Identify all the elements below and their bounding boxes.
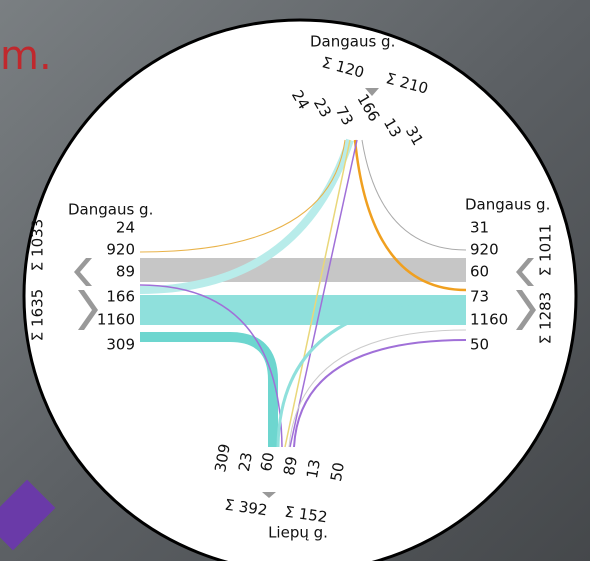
chevrons: [74, 88, 536, 498]
flow-count: 89: [280, 455, 301, 477]
background-title: m.: [0, 33, 52, 79]
sum-label: Σ 1033: [29, 219, 47, 271]
street-name: Dangaus g.: [68, 201, 153, 219]
flow-count: 24: [116, 219, 135, 237]
flow-north-south-2: [289, 139, 358, 448]
flow-count: 50: [327, 461, 348, 483]
flow-count: 309: [211, 442, 234, 473]
flow-count: 920: [106, 241, 135, 259]
flow-north-south: [284, 139, 351, 448]
street-name: Dangaus g.: [465, 196, 550, 214]
flow-count: 60: [257, 451, 278, 473]
flow-count: 73: [470, 288, 489, 306]
sum-label: Σ 1283: [537, 292, 555, 344]
flow-south-east-3: [276, 298, 467, 448]
flow-count: 31: [470, 219, 489, 237]
band-eastbound: [140, 295, 466, 325]
sum-label: Σ 1011: [537, 224, 555, 276]
street-name: Dangaus g.: [310, 33, 395, 51]
flow-south-east-2: [288, 329, 467, 448]
purple-shape: [0, 479, 56, 551]
flow-count: 309: [106, 336, 135, 354]
flow-count: 1160: [470, 311, 508, 329]
flows: [139, 138, 467, 448]
flow-count: 1160: [97, 311, 135, 329]
flow-west-north-2: [139, 139, 346, 253]
flow-north-east-2: [361, 139, 467, 251]
flow-count: 50: [470, 336, 489, 354]
street-name: Liepų g.: [268, 524, 328, 542]
flow-count: 166: [106, 288, 135, 306]
diagram-circle: [22, 18, 578, 561]
flow-north-east: [353, 139, 467, 292]
flow-west-north: [139, 138, 354, 294]
flow-count: 23: [235, 451, 256, 473]
flow-west-south-2: [139, 284, 283, 448]
flow-south-east: [293, 339, 467, 448]
flow-count: 920: [470, 241, 499, 259]
band-westbound: [140, 258, 466, 282]
sum-label: Σ 152: [284, 503, 329, 527]
sum-label: Σ 392: [224, 496, 269, 520]
sum-label: Σ 1635: [29, 289, 47, 341]
flow-count: 89: [116, 263, 135, 281]
flow-count: 60: [470, 263, 489, 281]
flow-count: 13: [303, 458, 324, 480]
